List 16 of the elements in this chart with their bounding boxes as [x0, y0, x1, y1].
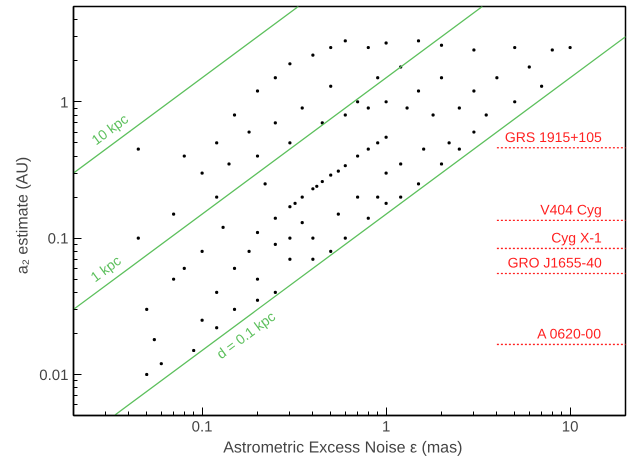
text: d = 0.1 kpc	[213, 308, 278, 362]
series-label: Cyg X-1	[551, 229, 602, 246]
series-label: GRO J1655-40	[508, 254, 602, 271]
series-label: GRS 1915+105	[504, 128, 602, 145]
text: 1 kpc	[87, 252, 124, 286]
x-axis-title: Astrometric Excess Noise ε (mas)	[223, 440, 462, 456]
y-axis-title: a₂ estimate (AU)	[14, 156, 32, 274]
text: 10 kpc	[88, 110, 132, 148]
x-tick-label: 10	[562, 418, 578, 436]
x-tick-label: 1	[382, 418, 390, 436]
y-tick-label: 0.01	[39, 366, 69, 384]
y-tick-label: 1	[60, 94, 68, 112]
series-label: V404 Cyg	[540, 201, 602, 218]
y-tick-label: 0.1	[48, 230, 69, 248]
series-label: A 0620-00	[537, 325, 602, 342]
x-tick-label: 0.1	[192, 418, 213, 436]
